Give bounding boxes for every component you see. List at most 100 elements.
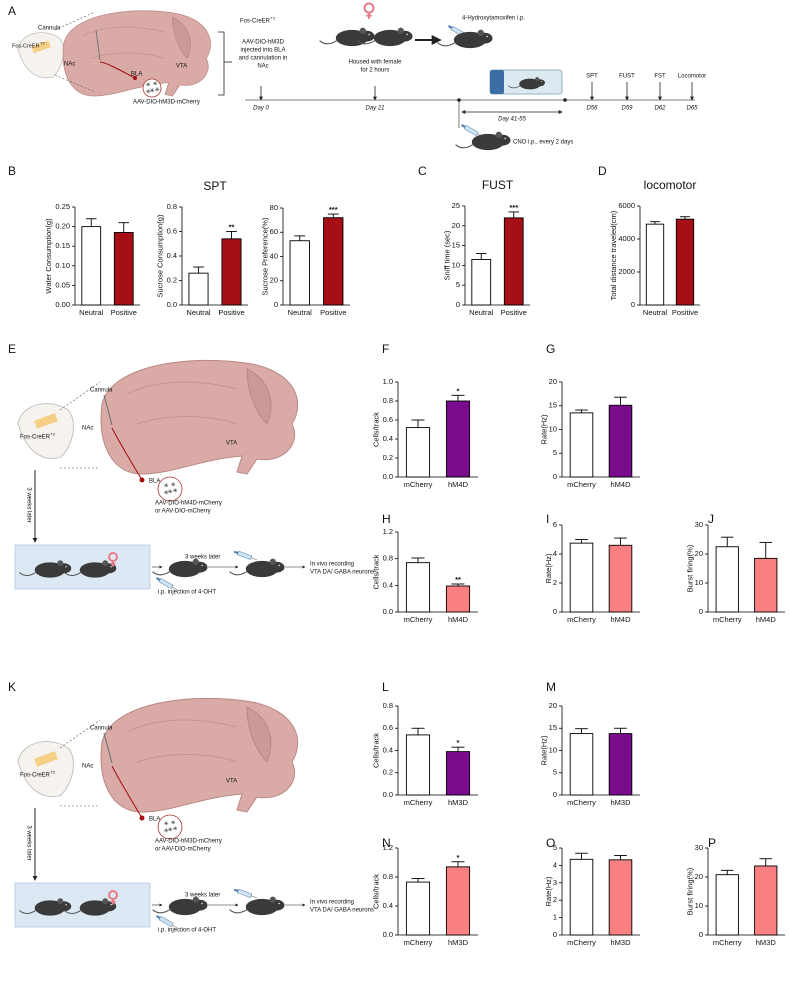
mouse-line-label: Fos-CreER xyxy=(12,43,40,49)
neuron-star: ✳ xyxy=(145,82,150,89)
x-tick-label: hM4D xyxy=(448,615,469,624)
mouse-ear xyxy=(102,560,109,567)
diagram-text: 3 weeks later xyxy=(185,893,220,899)
y-tick-label: 10 xyxy=(549,424,557,433)
y-tick-label: 0.8 xyxy=(167,202,177,211)
y-tick-label: 0.8 xyxy=(383,554,393,563)
y-tick-label: 1.2 xyxy=(383,843,393,852)
mouse-tail xyxy=(357,40,375,45)
bar xyxy=(715,546,739,613)
mouse-icon xyxy=(229,558,285,578)
head-sketch xyxy=(17,403,74,459)
mouse-tail xyxy=(455,144,473,149)
cannula-line xyxy=(95,29,101,61)
panel-letter: L xyxy=(382,680,389,694)
head-outline xyxy=(17,741,74,797)
neuron-star: ✳ xyxy=(163,828,168,835)
mouse-icon xyxy=(437,29,493,49)
y-tick-label: 10 xyxy=(695,578,703,587)
mouse-tail xyxy=(319,40,337,45)
diagram-text: 4-Hydroxytamoxifen i.p. xyxy=(462,16,525,22)
x-tick-label: hM3D xyxy=(448,938,469,947)
diagram-text: AAV-DIO-hM3D xyxy=(242,40,285,46)
mouse-eye xyxy=(368,33,370,36)
brain xyxy=(100,359,299,475)
panel-letter: H xyxy=(382,512,391,526)
mouse-tail xyxy=(229,909,247,914)
diagram-text: VTA xyxy=(176,64,187,70)
neuron-star: ✳ xyxy=(145,89,150,96)
mouse-tail xyxy=(19,910,36,915)
x-tick-label: mCherry xyxy=(567,798,596,807)
diagram-text: AAV-DIO-hM3D-mCherry xyxy=(133,100,200,106)
x-tick-label: Neutral xyxy=(79,308,104,317)
y-tick-label: 0.4 xyxy=(383,901,393,910)
cannula-line xyxy=(103,732,113,764)
syringe-barrel xyxy=(236,550,253,561)
y-tick-label: 20 xyxy=(270,276,278,285)
head-sketch xyxy=(17,32,64,79)
bar xyxy=(81,226,102,306)
bar-chart: 0 5 10 15 20 Rate(Hz) mCherry hM3D xyxy=(540,701,640,807)
bar-chart: 0 1 2 3 4 5 Rate(Hz) mCherry hM3D xyxy=(544,843,640,947)
bla-dot xyxy=(139,477,145,483)
diagram-text: D65 xyxy=(686,106,698,112)
mouse-tail xyxy=(229,571,247,576)
female-symbol xyxy=(108,552,118,567)
y-tick-label: 0.4 xyxy=(383,434,393,443)
y-tick-label: 0.4 xyxy=(167,251,177,260)
y-tick-label: 0.8 xyxy=(383,872,393,881)
mouse-icon xyxy=(229,896,285,916)
diagram-text: VTA DA/ GABA neurons xyxy=(310,570,374,576)
bar xyxy=(323,217,344,306)
syringe-plunger xyxy=(233,550,239,554)
x-tick-label: Positive xyxy=(672,308,698,317)
fold xyxy=(126,719,238,763)
y-axis-label: Cells/track xyxy=(371,874,380,909)
y-tick-label: 5 xyxy=(553,448,557,457)
y-tick-label: 0.05 xyxy=(55,280,70,289)
neuron-star: ✳ xyxy=(167,827,172,834)
panel-letter: G xyxy=(546,342,555,356)
y-axis-label: Sniff time (sec) xyxy=(443,230,452,280)
female-symbol xyxy=(108,890,118,905)
panel-letter: O xyxy=(546,836,555,850)
mouse-tail xyxy=(152,909,170,914)
significance-label: *** xyxy=(329,205,338,214)
virus-circle xyxy=(142,78,162,98)
panel-letter: B xyxy=(8,164,16,178)
diagram-text: Housed with female xyxy=(349,60,402,66)
y-tick-label: 6000 xyxy=(618,201,635,210)
y-tick-label: 0.4 xyxy=(383,580,393,589)
mouse-ear xyxy=(192,896,199,903)
y-tick-label: 0.6 xyxy=(383,723,393,732)
y-tick-label: 0 xyxy=(274,300,278,309)
mouse-tail xyxy=(64,910,81,915)
bar xyxy=(608,404,633,478)
bar xyxy=(608,733,633,796)
bar-chart: 0 5 10 15 20 Rate(Hz) mCherry hM4D xyxy=(540,377,640,489)
panel-letter: M xyxy=(546,680,556,694)
y-axis-label: Burst firing(%) xyxy=(686,544,695,592)
mouse-eye xyxy=(278,902,280,905)
x-tick-label: hM4D xyxy=(756,615,777,624)
y-tick-label: 20 xyxy=(549,701,557,710)
y-tick-label: 0 xyxy=(553,607,557,616)
virus-circle xyxy=(157,476,183,502)
y-tick-label: 0.8 xyxy=(383,701,393,710)
neuron-star: ✳ xyxy=(152,81,157,88)
mouse-ear xyxy=(57,898,64,905)
female-cross xyxy=(366,12,372,19)
y-tick-label: 0.15 xyxy=(55,241,70,250)
diagram-text: 3 weeks later xyxy=(25,825,31,860)
mouse-ear xyxy=(477,29,484,36)
y-tick-label: 0.20 xyxy=(55,222,70,231)
mouse-eye xyxy=(201,902,203,905)
y-tick-label: 0 xyxy=(553,790,557,799)
x-tick-label: Neutral xyxy=(186,308,211,317)
syringe-barrel xyxy=(158,577,174,590)
significance-label: ** xyxy=(455,575,461,584)
